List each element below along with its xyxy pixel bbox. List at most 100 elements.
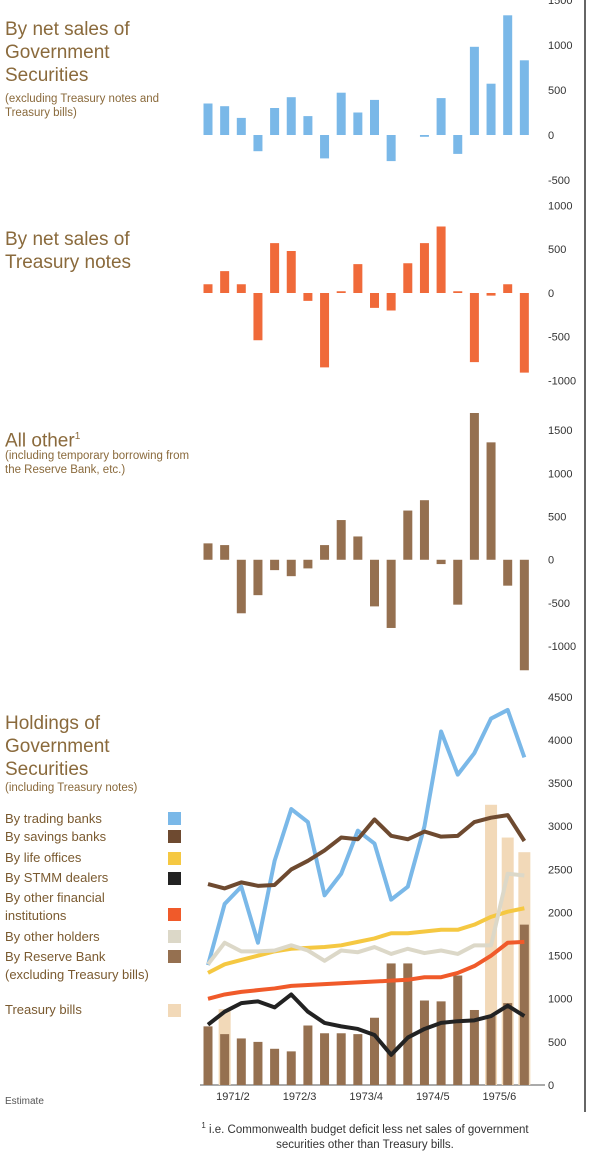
series-line [207,939,525,1001]
chart-title: Holdings of Government Securities [5,713,110,780]
bar [303,293,313,301]
chart-subtitle: (including Treasury notes) [5,782,138,794]
bar [453,291,463,293]
y-tick-label: 0 [548,288,554,300]
bar [503,284,513,293]
bar [253,293,263,341]
series-line [206,871,525,966]
bar [436,1001,446,1085]
y-tick-label: 3500 [548,778,572,790]
legend-label: By trading banks [5,811,102,826]
legend-label: By Reserve Bank (excluding Treasury bill… [5,949,149,982]
bar [220,1034,230,1085]
legend-swatch [168,872,181,885]
y-tick-label: 2500 [548,864,572,876]
bar [286,559,296,577]
bar [519,924,529,1085]
bar [519,293,529,373]
bar [486,293,496,296]
bar [486,442,496,560]
y-tick-label: 1500 [548,425,572,437]
legend-swatch [168,812,181,825]
series-line [207,906,525,975]
series-line [207,813,527,891]
y-tick-label: 0 [548,555,554,567]
title-text: All other [5,430,75,452]
bar [386,135,396,162]
bar [503,559,513,586]
bar [270,1048,280,1085]
legend-label: By other holders [5,929,100,944]
bar [220,271,230,293]
bar [419,243,429,293]
bar [370,1017,379,1085]
bar [270,108,280,135]
y-tick-label: 1000 [548,40,572,52]
y-tick-label: 500 [548,85,566,97]
bar [336,1033,346,1085]
bar [386,559,396,628]
bar [286,251,296,293]
bar [370,99,379,135]
bar [253,559,263,596]
bar [419,135,429,137]
y-tick-label: 1500 [548,951,572,963]
bar [303,116,313,135]
y-tick-label: 4500 [548,692,572,704]
legend-label: By life offices [5,850,82,865]
bar [370,559,379,607]
y-tick-label: 500 [548,244,566,256]
bar [436,98,446,135]
bar [453,135,463,154]
bar [286,1051,296,1085]
bar [320,135,330,159]
y-tick-label: -500 [548,332,570,344]
bar [503,15,513,135]
bar [503,1003,513,1085]
y-tick-label: 1000 [548,200,572,212]
y-tick-label: 500 [548,1037,566,1049]
bar [203,1026,213,1085]
footnote: 1 i.e. Commonwealth budget deficit less … [200,1118,530,1153]
bar [220,106,230,135]
y-tick-label: -500 [548,175,570,187]
bar [436,559,446,565]
legend-label: By other financial institutions [5,890,105,923]
legend-label: Treasury bills [5,1002,82,1017]
bar [320,1033,330,1085]
bar [253,135,263,152]
x-tick-label: 1971/2 [216,1091,250,1103]
bar [370,293,379,308]
chart-title: All other1 [5,425,205,452]
y-tick-label: 1000 [548,994,572,1006]
bar [236,284,246,293]
bar [386,293,396,311]
bar [469,293,479,363]
bar [403,963,413,1085]
legend-swatch [168,950,181,963]
legend-swatch [168,1004,181,1017]
legend-swatch [168,930,181,943]
x-tick-label: 1972/3 [283,1091,317,1103]
bar [486,83,496,135]
chart-title: By net sales of Treasury notes [5,229,132,273]
bar [486,1016,496,1085]
bar [303,1025,313,1085]
y-tick-label: -1000 [548,641,576,653]
footnote-marker: 1 [74,431,81,442]
bar [336,92,346,135]
bar [353,1034,363,1085]
bar [336,520,346,560]
y-tick-label: -1000 [548,375,576,387]
bar [469,1009,479,1085]
series-line [206,992,526,1057]
bar [519,559,529,671]
estimate-note: Estimate [5,1096,44,1107]
series-line [206,707,527,966]
bar [403,510,413,560]
y-tick-label: 4000 [548,735,572,747]
bar [353,264,363,293]
bar [236,1038,246,1085]
footnote-text: i.e. Commonwealth budget deficit less ne… [209,1123,529,1151]
